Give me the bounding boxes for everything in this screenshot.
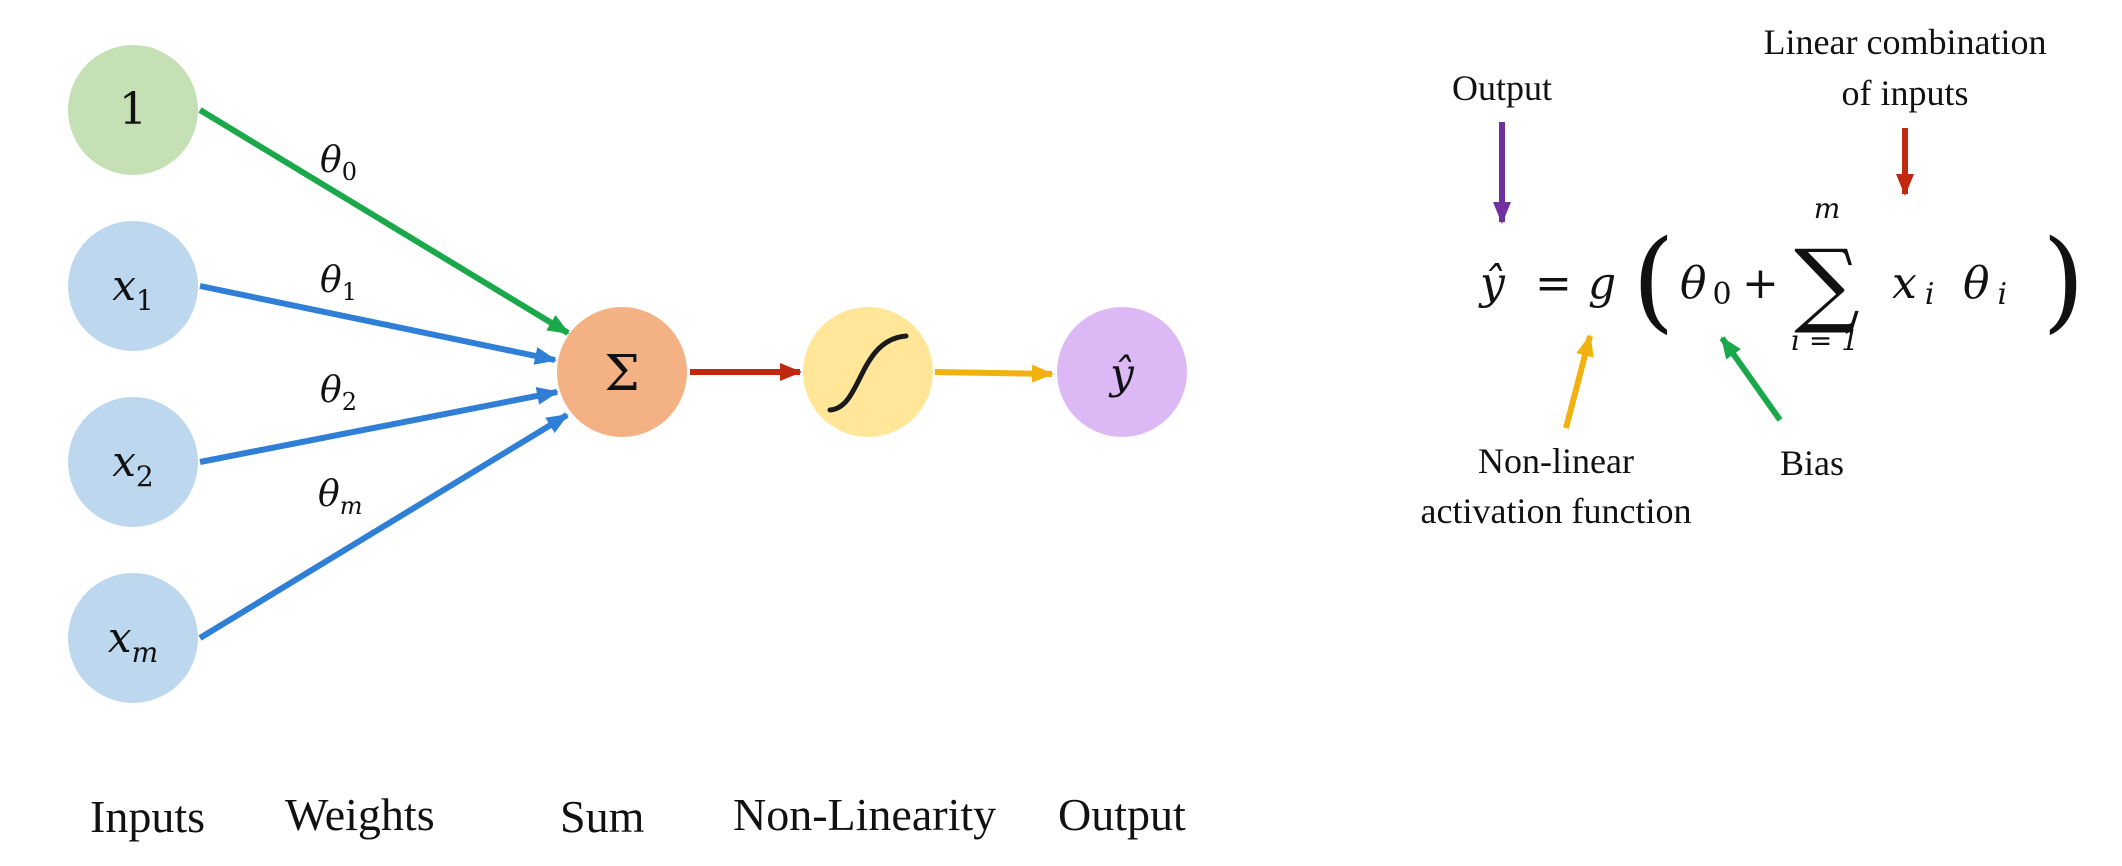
annotation-nonlinear-line1: Non-linear (1478, 441, 1634, 481)
input1-to-sum-arrow (199, 283, 557, 365)
input-node-2-sub: 2 (136, 460, 154, 493)
inputm-to-sum-arrow (198, 412, 569, 641)
annotation-linear-line1: Linear combination (1764, 22, 2047, 62)
equation-equals: = (1535, 258, 1572, 309)
annotation-linear-line2: of inputs (1841, 73, 1968, 113)
output-node-value: ŷ (1108, 349, 1135, 398)
input-node-1: x1 (68, 221, 198, 351)
sigma-icon: Σ (604, 344, 639, 402)
equation-g: g (1588, 258, 1616, 309)
input-node-2-base: x (112, 437, 136, 486)
input-node-m-base: x (108, 613, 132, 662)
svg-text:x1: x1 (112, 261, 154, 317)
input-node-m-sub: m (132, 636, 159, 669)
equation-sigma-icon: ∑ (1794, 230, 1860, 337)
stage-label-inputs: Inputs (90, 791, 205, 842)
input-node-1-base: x (112, 261, 136, 310)
equation-sum-lower: i = 1 (1791, 324, 1859, 357)
weight-label-2: θ2 (320, 370, 357, 416)
bias-node-value: 1 (119, 84, 147, 135)
equation-close-paren: ) (2042, 216, 2085, 344)
weight-label-m: θm (318, 474, 362, 520)
bias-node: 1 (68, 45, 198, 175)
equation-plus: + (1742, 258, 1779, 309)
annotation-bias-arrow (1719, 336, 1783, 422)
input-node-m: xm (68, 573, 198, 703)
weight-labels: θ0 θ1 θ2 θm (318, 140, 362, 520)
weight-label-1: θ1 (320, 260, 357, 306)
input-node-2: x2 (68, 397, 198, 527)
equation-sum-upper: m (1814, 192, 1841, 225)
equation-annotations: Output Linear combination of inputs Non-… (1421, 22, 2047, 531)
weight-label-0: θ0 (320, 140, 357, 186)
annotation-nonlinear-arrow (1563, 334, 1594, 429)
stage-label-sum: Sum (560, 791, 645, 842)
annotation-bias: Bias (1780, 443, 1844, 483)
output-node: ŷ (1057, 307, 1187, 437)
equation-open-paren: ( (1632, 216, 1675, 344)
stage-labels: Inputs Weights Sum Non-Linearity Output (90, 789, 1186, 842)
input2-to-sum-arrow (199, 387, 559, 465)
svg-text:xm: xm (108, 613, 158, 669)
sum-node: Σ (557, 307, 687, 437)
stage-label-nonlinearity: Non-Linearity (733, 789, 996, 840)
activation-node (803, 307, 933, 437)
annotation-nonlinear-line2: activation function (1421, 491, 1692, 531)
activation-to-output-arrow (934, 364, 1054, 383)
stage-label-output: Output (1058, 789, 1186, 840)
sigmoid-icon (827, 333, 909, 413)
stage-label-weights: Weights (285, 789, 435, 840)
svg-text:x2: x2 (112, 437, 154, 493)
equation-yhat: ŷ (1478, 258, 1506, 309)
input-node-1-sub: 1 (136, 284, 154, 317)
connections (198, 107, 1054, 641)
bias-to-sum-arrow (198, 107, 570, 336)
annotation-output: Output (1452, 68, 1552, 108)
